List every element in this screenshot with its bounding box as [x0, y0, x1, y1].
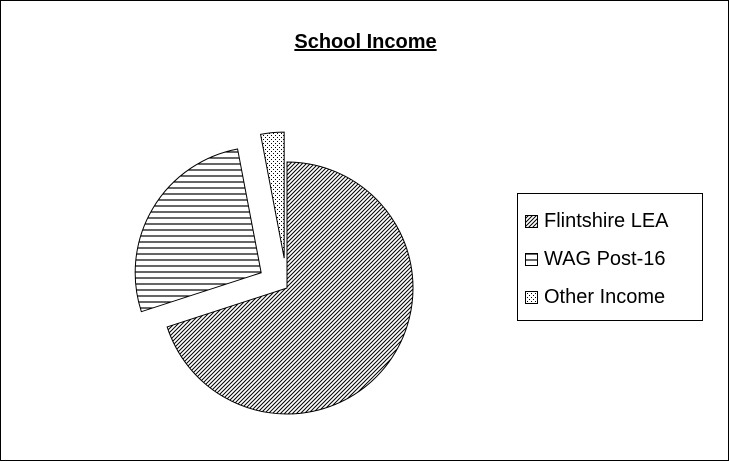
legend-item: WAG Post-16: [525, 240, 702, 278]
legend-item: Other Income: [525, 278, 702, 316]
legend-item: Flintshire LEA: [525, 202, 702, 240]
pie-slice-wag-post-16: [134, 148, 262, 313]
legend-label: WAG Post-16: [544, 247, 666, 270]
legend-swatch-dots: [525, 290, 538, 304]
legend-swatch-diagonal-hatch: [525, 214, 538, 228]
legend-label: Flintshire LEA: [544, 209, 669, 232]
chart-title: School Income: [294, 31, 437, 53]
legend-label: Other Income: [544, 285, 666, 308]
pie-slice-other-income: [259, 131, 285, 259]
legend: Flintshire LEA WAG Post-16 Other Income: [517, 193, 703, 321]
pie-slice-flintshire-lea: [166, 161, 414, 415]
legend-swatch-horizontal-lines: [525, 252, 538, 266]
